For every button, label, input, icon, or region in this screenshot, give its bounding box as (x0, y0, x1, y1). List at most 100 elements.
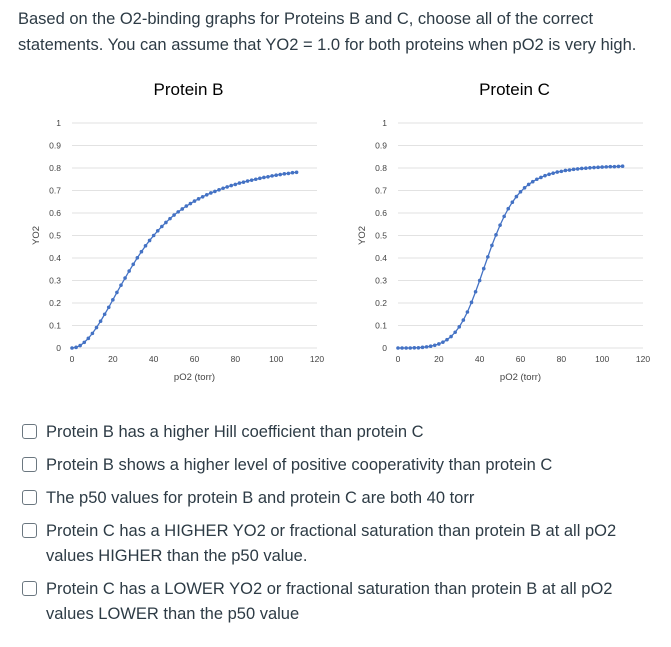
protein-c-data-point (400, 346, 404, 350)
protein-b-data-point (82, 340, 87, 345)
protein-b-data-point (98, 319, 103, 324)
protein-c-data-point (490, 243, 494, 248)
protein-c-data-point (404, 346, 408, 350)
protein-c-data-point (526, 182, 531, 187)
protein-c-data-point (477, 278, 482, 283)
protein-c-data-point (412, 345, 417, 350)
protein-b-data-point (282, 172, 287, 176)
protein-c-x-axis-label: pO2 (torr) (500, 372, 541, 383)
protein-b-data-point (151, 233, 156, 238)
protein-b-y-tick-label: 0.2 (49, 298, 61, 308)
protein-b-data-point (172, 213, 176, 217)
protein-c-data-point (396, 346, 400, 350)
protein-b-data-point (262, 175, 266, 180)
protein-b-data-point (123, 276, 127, 280)
protein-c-chart: Protein C 0 0.1 0.2 0.3 0.4 0.5 0.6 0.7 0.8 0.9 1 0 2… (348, 70, 668, 390)
protein-c-data-point (428, 344, 433, 349)
option-4-checkbox[interactable] (22, 523, 37, 538)
protein-b-x-tick-label: 80 (231, 354, 241, 364)
protein-c-data-point (416, 345, 421, 350)
protein-b-data-point (221, 186, 225, 191)
protein-b-y-tick-label: 0.8 (49, 163, 61, 173)
protein-c-x-tick-label: 80 (557, 354, 567, 364)
protein-c-data-point (486, 255, 490, 259)
protein-c-data-point (506, 206, 511, 211)
option-5-checkbox[interactable] (22, 581, 37, 596)
protein-b-data-point (253, 177, 258, 182)
option-1-checkbox[interactable] (22, 424, 37, 439)
protein-b-x-tick-label: 60 (190, 354, 200, 364)
protein-b-x-tick-label: 100 (269, 354, 283, 364)
protein-b-data-point (168, 216, 172, 221)
option-2-label: Protein B shows a higher level of positi… (46, 456, 553, 474)
protein-c-y-tick-label: 0 (382, 343, 387, 353)
option-1[interactable]: Protein B has a higher Hill coefficient … (22, 420, 662, 445)
protein-b-data-point (90, 331, 95, 336)
protein-c-data-point (518, 190, 523, 194)
option-4-label: Protein C has a HIGHER YO2 or fractional… (46, 522, 617, 565)
option-2-checkbox[interactable] (22, 457, 37, 472)
protein-b-data-point (70, 346, 74, 350)
protein-b-data-point (127, 269, 131, 273)
protein-c-chart-svg: Protein C 0 0.1 0.2 0.3 0.4 0.5 0.6 0.7 0.8 0.9 1 0 2… (357, 80, 650, 383)
option-3[interactable]: The p50 values for protein B and protein… (22, 486, 662, 511)
protein-b-data-point (258, 176, 262, 181)
protein-c-y-tick-label: 0.1 (375, 321, 387, 331)
protein-b-data-point (184, 204, 189, 208)
protein-c-data-point (596, 165, 600, 170)
option-5-label: Protein C has a LOWER YO2 or fractional … (46, 580, 613, 623)
protein-c-data-point (575, 167, 580, 171)
option-3-label: The p50 values for protein B and protein… (46, 489, 475, 507)
protein-b-y-tick-label: 0 (56, 343, 61, 353)
protein-b-x-tick-label: 20 (108, 354, 118, 364)
protein-c-data-point (571, 167, 576, 172)
protein-c-data-point (563, 168, 568, 173)
protein-b-data-point (160, 224, 164, 229)
protein-c-data-point (530, 179, 535, 184)
protein-b-series-line (71, 171, 297, 349)
protein-b-data-point (245, 179, 250, 183)
protein-b-data-point (241, 180, 246, 184)
protein-b-data-point (270, 174, 274, 178)
protein-b-data-point (180, 207, 185, 211)
protein-c-data-point (498, 223, 502, 227)
protein-b-data-point (102, 312, 107, 317)
protein-b-data-point (249, 178, 254, 182)
protein-c-x-tick-label: 0 (396, 354, 401, 364)
protein-c-y-tick-label: 0.9 (375, 141, 387, 151)
protein-b-y-tick-label: 0.4 (49, 253, 61, 263)
option-3-checkbox[interactable] (22, 490, 37, 505)
protein-b-x-tick-label: 0 (70, 354, 75, 364)
option-5[interactable]: Protein C has a LOWER YO2 or fractional … (22, 577, 662, 627)
protein-c-data-point (620, 164, 625, 168)
protein-b-data-point (225, 185, 229, 189)
protein-c-x-tick-label: 120 (636, 354, 650, 364)
protein-b-data-point (164, 220, 168, 225)
protein-c-data-point (502, 214, 506, 219)
protein-c-data-point (522, 186, 527, 190)
protein-c-y-axis-label: YO2 (357, 226, 368, 245)
protein-b-data-point (176, 210, 180, 214)
protein-b-data-point (155, 228, 160, 233)
protein-c-data-point (494, 233, 498, 237)
protein-b-data-point (213, 189, 217, 194)
protein-b-y-tick-label: 0.9 (49, 141, 61, 151)
protein-c-series-line (398, 165, 623, 349)
protein-b-x-tick-label: 120 (310, 354, 324, 364)
protein-b-y-tick-label: 0.7 (49, 186, 61, 196)
protein-b-data-point (294, 170, 299, 175)
option-4[interactable]: Protein C has a HIGHER YO2 or fractional… (22, 519, 662, 569)
protein-c-y-tick-label: 0.2 (375, 298, 387, 308)
option-2[interactable]: Protein B shows a higher level of positi… (22, 453, 662, 478)
protein-c-data-point (453, 330, 457, 335)
protein-c-y-tick-label: 0.7 (375, 186, 387, 196)
protein-c-data-point (567, 168, 572, 172)
protein-c-data-point (481, 266, 486, 271)
protein-c-data-point (616, 164, 621, 169)
protein-c-data-point (592, 165, 596, 170)
protein-b-chart: Protein B 0 0.1 0.2 0.3 0.4 0.5 0.6 0.7 0.8 0.9 1 0 2… (22, 70, 342, 390)
protein-c-data-point (432, 343, 437, 348)
protein-b-x-tick-label: 40 (149, 354, 159, 364)
protein-c-data-point (473, 289, 478, 294)
protein-c-data-point (604, 165, 609, 169)
